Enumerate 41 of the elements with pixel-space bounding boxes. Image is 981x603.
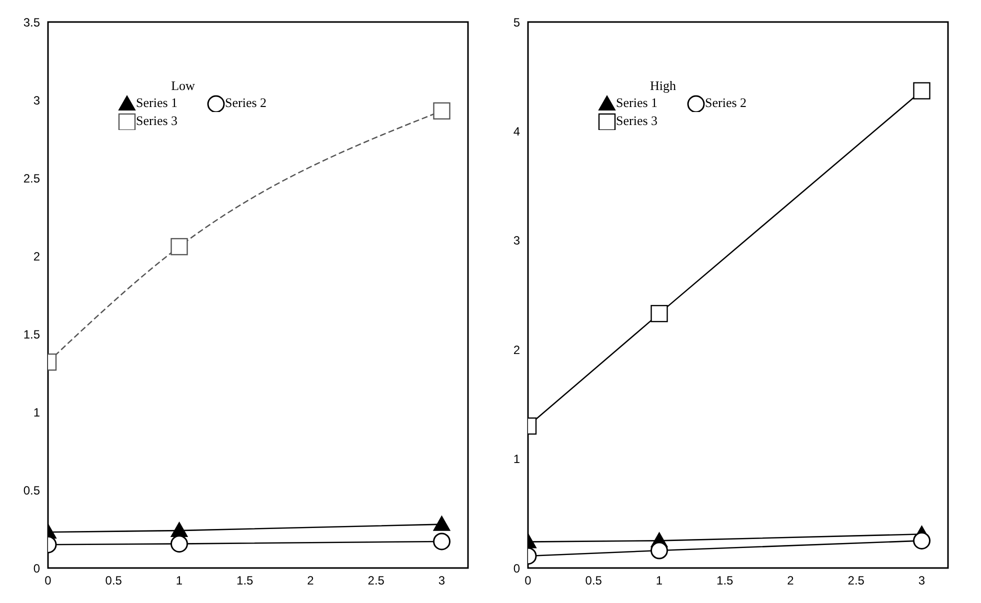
legend-label: Series 2 xyxy=(225,95,267,111)
y-tick-label: 2.5 xyxy=(23,171,40,186)
legend-label: Series 3 xyxy=(136,113,178,129)
x-tick-label: 0.5 xyxy=(585,574,602,588)
x-tick-label: 3 xyxy=(438,574,446,588)
x-tick-label: 1 xyxy=(656,574,663,588)
legend-title: Low xyxy=(170,78,196,94)
y-tick-label: 1.5 xyxy=(23,327,40,342)
y-tick-label: 2 xyxy=(33,249,40,264)
y-tick-label: 2 xyxy=(513,342,520,357)
point xyxy=(433,516,450,531)
y-tick-label: 3 xyxy=(513,234,520,248)
x-tick-label: 2 xyxy=(307,574,314,588)
y-tick-label: 0 xyxy=(513,561,520,576)
point xyxy=(433,102,450,120)
x-tick-label: 0 xyxy=(44,574,52,588)
x-tick-label: 0 xyxy=(524,574,532,588)
legend-label: Series 1 xyxy=(616,95,658,111)
legend-label: Series 3 xyxy=(616,113,658,129)
point xyxy=(913,82,930,100)
y-tick-label: 0.5 xyxy=(23,483,40,498)
legend-label: Series 1 xyxy=(136,95,178,111)
point xyxy=(913,532,930,550)
y-tick-label: 4 xyxy=(513,124,520,138)
x-tick-label: 1 xyxy=(176,574,183,588)
y-tick-label: 1 xyxy=(33,405,40,420)
legend-label: Series 2 xyxy=(705,95,747,111)
x-tick-label: 1.5 xyxy=(716,574,734,588)
y-tick-label: 3 xyxy=(33,93,40,108)
y-tick-label: 5 xyxy=(513,15,520,30)
x-tick-label: 2.5 xyxy=(848,574,865,588)
x-tick-label: 2 xyxy=(787,574,794,588)
y-tick-label: 0 xyxy=(33,561,40,576)
y-tick-label: 1 xyxy=(513,452,520,466)
legend-title: High xyxy=(649,78,677,94)
point xyxy=(433,532,450,550)
x-tick-label: 0.5 xyxy=(105,574,122,588)
x-tick-label: 2.5 xyxy=(368,574,385,588)
x-tick-label: 1.5 xyxy=(236,574,254,588)
x-tick-label: 3 xyxy=(918,574,926,588)
y-tick-label: 3.5 xyxy=(23,15,40,30)
